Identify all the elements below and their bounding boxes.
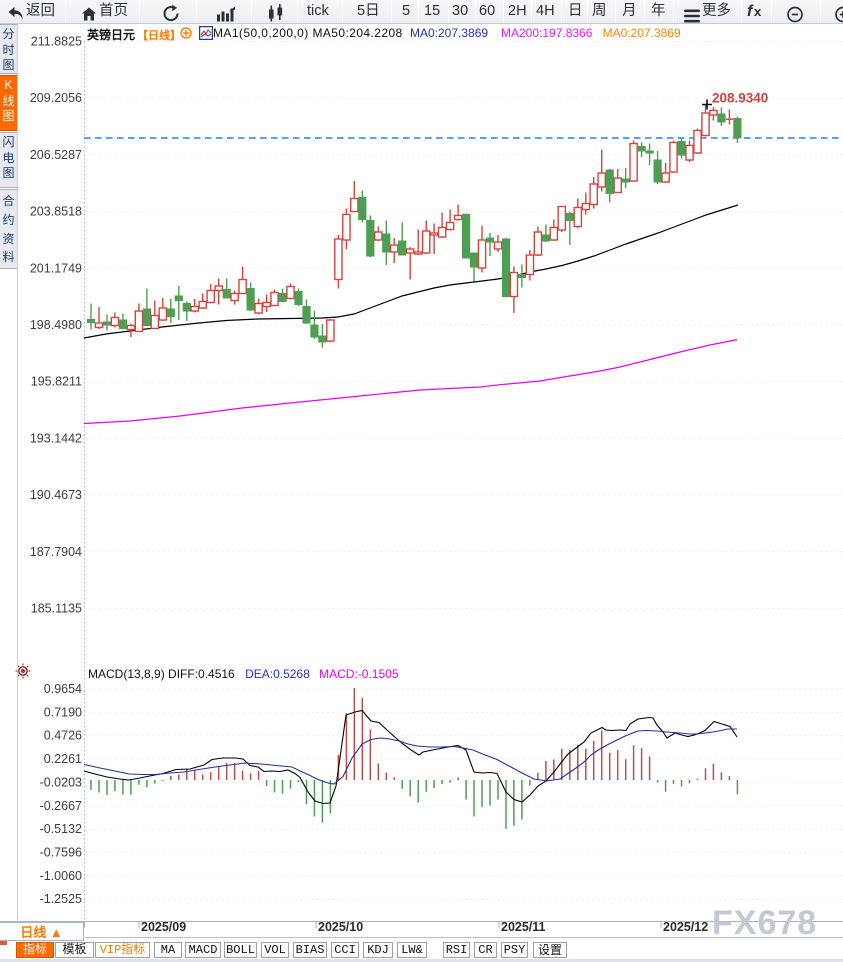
svg-text:211.8825: 211.8825 (31, 35, 82, 49)
svg-text:208.9340: 208.9340 (712, 91, 768, 106)
svg-text:-0.5132: -0.5132 (40, 822, 82, 836)
svg-text:2025/09: 2025/09 (141, 920, 186, 934)
svg-text:2025/12: 2025/12 (663, 920, 708, 934)
svg-text:0.2261: 0.2261 (44, 752, 82, 766)
svg-text:195.8211: 195.8211 (31, 375, 82, 389)
svg-text:0.9654: 0.9654 (44, 682, 82, 696)
svg-text:209.2056: 209.2056 (30, 91, 82, 105)
svg-text:187.7904: 187.7904 (30, 545, 82, 559)
svg-text:185.1135: 185.1135 (31, 602, 82, 616)
svg-text:190.4673: 190.4673 (30, 488, 82, 502)
svg-text:-1.2525: -1.2525 (40, 892, 82, 906)
svg-text:-0.2667: -0.2667 (40, 799, 82, 813)
svg-text:2025/11: 2025/11 (501, 920, 546, 934)
svg-text:193.1442: 193.1442 (30, 431, 82, 445)
svg-text:FX678: FX678 (712, 904, 817, 942)
svg-text:0.4726: 0.4726 (44, 729, 82, 743)
svg-text:2025/10: 2025/10 (318, 920, 363, 934)
svg-text:203.8518: 203.8518 (30, 205, 82, 219)
svg-text:198.4980: 198.4980 (30, 318, 82, 332)
svg-text:-1.0060: -1.0060 (40, 869, 82, 883)
svg-text:206.5287: 206.5287 (30, 148, 82, 162)
svg-text:-0.7596: -0.7596 (40, 846, 82, 860)
svg-text:-0.0203: -0.0203 (40, 775, 82, 789)
svg-text:201.1749: 201.1749 (30, 261, 82, 275)
svg-text:0.7190: 0.7190 (44, 705, 82, 719)
